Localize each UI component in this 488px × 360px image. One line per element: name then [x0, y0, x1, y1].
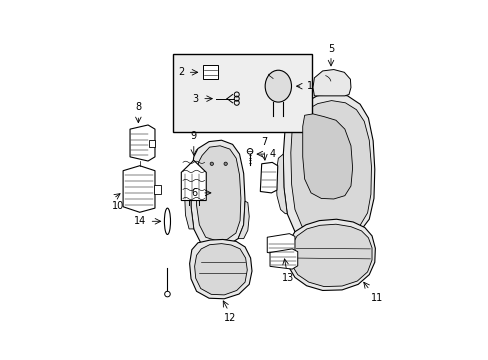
Polygon shape	[312, 69, 350, 96]
Polygon shape	[130, 125, 155, 161]
Polygon shape	[149, 140, 155, 147]
Polygon shape	[290, 224, 371, 287]
Text: 13: 13	[282, 273, 294, 283]
Polygon shape	[194, 244, 247, 295]
Ellipse shape	[264, 70, 291, 102]
Bar	[173, 54, 311, 132]
Circle shape	[210, 162, 213, 166]
Text: 7: 7	[260, 137, 266, 147]
Polygon shape	[191, 140, 244, 247]
Text: 14: 14	[134, 216, 146, 226]
Polygon shape	[302, 114, 352, 199]
Text: 11: 11	[370, 293, 383, 303]
Bar	[203, 66, 218, 79]
Polygon shape	[189, 239, 251, 299]
Circle shape	[164, 291, 170, 297]
Polygon shape	[290, 100, 371, 237]
Text: 6: 6	[191, 188, 198, 198]
Text: 8: 8	[135, 103, 141, 112]
Bar	[153, 185, 160, 194]
Polygon shape	[260, 162, 277, 193]
Text: 10: 10	[112, 201, 124, 211]
Text: 5: 5	[327, 44, 333, 54]
Circle shape	[224, 162, 227, 166]
Polygon shape	[267, 234, 294, 255]
Text: 1: 1	[306, 81, 312, 91]
Text: 2: 2	[178, 67, 184, 77]
Text: 3: 3	[191, 94, 198, 104]
Polygon shape	[184, 176, 193, 229]
Polygon shape	[269, 249, 297, 269]
Text: 9: 9	[190, 131, 197, 141]
Polygon shape	[123, 166, 155, 212]
Polygon shape	[286, 219, 375, 291]
Text: 4: 4	[269, 149, 276, 159]
Text: 12: 12	[223, 314, 236, 324]
Polygon shape	[181, 160, 206, 201]
Polygon shape	[196, 146, 241, 240]
Ellipse shape	[164, 208, 170, 234]
Polygon shape	[276, 154, 286, 214]
Polygon shape	[238, 201, 249, 239]
Polygon shape	[283, 93, 374, 243]
